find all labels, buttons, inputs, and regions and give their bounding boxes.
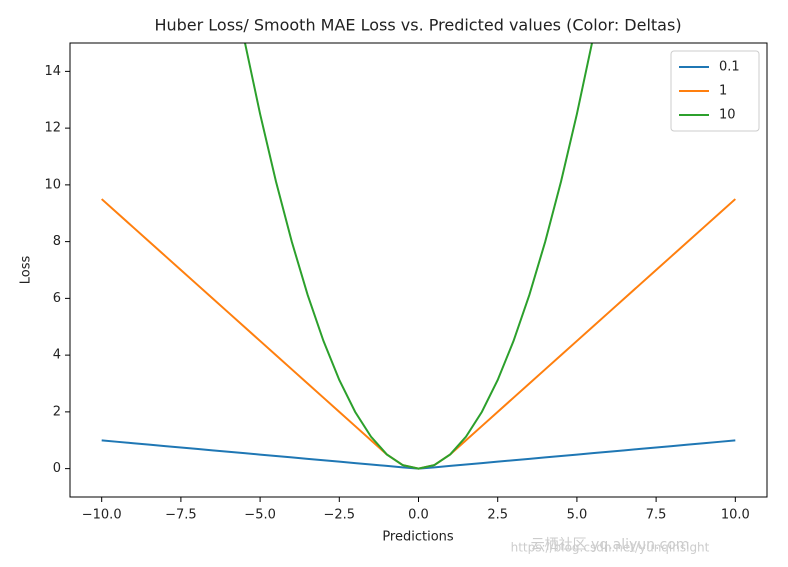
x-tick-label: 7.5: [646, 508, 667, 523]
x-tick-label: −2.5: [324, 508, 356, 523]
x-tick-label: 10.0: [721, 508, 750, 523]
line-series: [101, 439, 736, 470]
watermark: https://blog.csdn.net/yunqinsight: [511, 541, 710, 555]
x-tick-label: −7.5: [165, 508, 197, 523]
x-tick-label: 5.0: [567, 508, 588, 523]
y-tick-label: 0: [53, 461, 61, 476]
legend-label: 1: [719, 84, 727, 99]
legend-box: [670, 50, 760, 132]
line-series: [101, 198, 736, 470]
y-tick-label: 2: [53, 404, 61, 419]
y-tick-label: 8: [53, 234, 61, 249]
y-tick-label: 12: [44, 121, 61, 136]
x-tick-label: 2.5: [487, 508, 508, 523]
plot-frame: [69, 42, 768, 498]
watermark: 云栖社区 yq.aliyun.com: [531, 537, 690, 553]
x-axis-label: Predictions: [382, 530, 454, 545]
legend-label: 0.1: [719, 60, 740, 75]
line-series: [243, 43, 594, 470]
y-tick-label: 6: [53, 291, 61, 306]
y-tick-label: 14: [44, 64, 61, 79]
plot-area: [101, 43, 736, 470]
y-tick-label: 10: [44, 177, 61, 192]
chart-title: Huber Loss/ Smooth MAE Loss vs. Predicte…: [154, 16, 681, 35]
legend-label: 10: [719, 108, 736, 123]
x-tick-label: 0.0: [408, 508, 429, 523]
x-tick-label: −5.0: [244, 508, 276, 523]
x-tick-label: −10.0: [82, 508, 122, 523]
y-axis-label: Loss: [19, 256, 34, 285]
y-tick-label: 4: [53, 348, 61, 363]
